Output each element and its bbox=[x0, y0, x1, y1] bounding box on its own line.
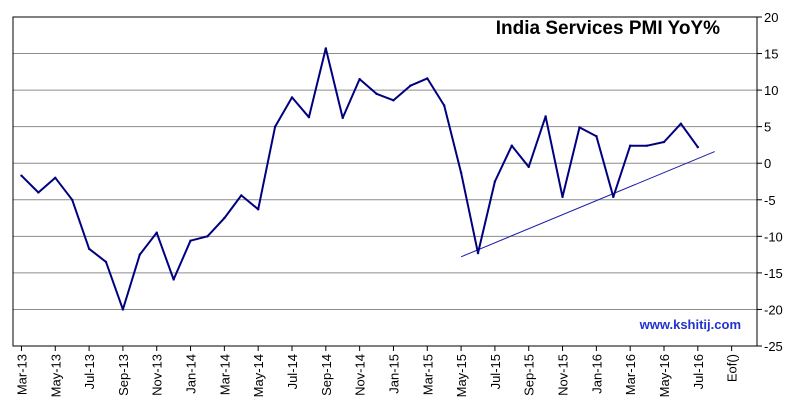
x-axis: Mar-13 May-13 Jul-13 Sep-13 Nov-13 Jan-14 Mar-… bbox=[14, 346, 740, 397]
y-tick-label: -15 bbox=[764, 266, 783, 281]
x-tick-label: Jul-14 bbox=[285, 354, 300, 389]
data-point bbox=[628, 144, 632, 147]
data-point bbox=[493, 180, 497, 183]
data-point bbox=[595, 134, 598, 138]
x-tick-label: Jan-16 bbox=[589, 354, 604, 394]
y-tick-label: 20 bbox=[764, 10, 778, 25]
data-point bbox=[155, 231, 158, 234]
data-point bbox=[341, 116, 344, 120]
data-point bbox=[696, 145, 700, 149]
data-point bbox=[324, 47, 328, 50]
data-point bbox=[578, 126, 581, 129]
data-point bbox=[70, 198, 74, 201]
x-tick-label: Mar-14 bbox=[217, 354, 232, 395]
y-tick-label: 5 bbox=[764, 120, 771, 135]
data-point bbox=[223, 216, 226, 220]
x-tick-label: Eof() bbox=[725, 354, 740, 382]
x-tick-label: Nov-13 bbox=[150, 354, 165, 396]
trendline bbox=[460, 151, 715, 258]
trendline-layer bbox=[460, 151, 715, 258]
x-tick-label: May-16 bbox=[657, 354, 672, 397]
x-tick-label: Nov-14 bbox=[353, 354, 368, 396]
data-point bbox=[662, 140, 666, 144]
data-point bbox=[426, 77, 429, 80]
series-layer bbox=[20, 47, 700, 311]
data-point bbox=[172, 278, 175, 281]
y-tick-label: -10 bbox=[764, 229, 783, 244]
data-point bbox=[476, 251, 480, 255]
y-tick-label: -5 bbox=[764, 193, 776, 208]
data-point bbox=[510, 144, 514, 147]
series-line bbox=[20, 47, 699, 311]
data-point bbox=[679, 122, 683, 125]
x-tick-label: May-15 bbox=[454, 354, 469, 397]
data-point bbox=[409, 84, 412, 87]
data-point bbox=[307, 115, 311, 119]
data-point bbox=[392, 99, 395, 102]
x-tick-label: Mar-15 bbox=[420, 354, 435, 395]
y-tick-label: -20 bbox=[764, 302, 783, 317]
data-point bbox=[20, 174, 23, 177]
data-point bbox=[273, 125, 277, 128]
x-tick-label: Jul-16 bbox=[691, 354, 706, 389]
data-point bbox=[240, 194, 243, 197]
x-tick-label: Mar-13 bbox=[14, 354, 29, 395]
data-point bbox=[544, 115, 547, 118]
y-tick-label: 10 bbox=[764, 83, 778, 98]
x-tick-label: May-13 bbox=[48, 354, 63, 397]
data-point bbox=[138, 253, 142, 256]
data-point bbox=[290, 96, 294, 99]
x-tick-label: Nov-15 bbox=[556, 354, 571, 396]
y-axis: 20 15 10 5 0 -5 -10 -15 -20 -25 bbox=[757, 10, 783, 354]
x-tick-label: May-14 bbox=[251, 354, 266, 397]
x-tick-label: Sep-15 bbox=[522, 354, 537, 396]
x-tick-label: Mar-16 bbox=[623, 354, 638, 395]
x-tick-label: Jan-15 bbox=[386, 354, 401, 394]
data-point bbox=[206, 235, 209, 238]
y-tick-label: -25 bbox=[764, 339, 783, 354]
x-tick-label: Sep-14 bbox=[319, 354, 334, 396]
data-point bbox=[358, 77, 361, 81]
x-tick-label: Jan-14 bbox=[184, 354, 199, 394]
y-tick-label: 0 bbox=[764, 156, 771, 171]
x-tick-label: Jul-15 bbox=[488, 354, 503, 389]
data-point bbox=[561, 195, 564, 199]
data-point bbox=[87, 247, 91, 250]
data-point bbox=[54, 176, 57, 180]
watermark-text: www.kshitij.com bbox=[639, 317, 741, 332]
chart-title: India Services PMI YoY% bbox=[496, 18, 720, 39]
data-point bbox=[256, 208, 260, 211]
data-point bbox=[442, 104, 446, 107]
data-point bbox=[612, 195, 615, 199]
data-point bbox=[121, 308, 125, 311]
data-point bbox=[527, 165, 530, 169]
data-point bbox=[104, 260, 108, 264]
plot-frame bbox=[12, 16, 758, 347]
x-tick-label: Sep-13 bbox=[116, 354, 131, 396]
data-point bbox=[645, 144, 649, 147]
data-point bbox=[37, 191, 40, 194]
gridlines bbox=[13, 16, 757, 347]
data-point bbox=[375, 92, 378, 95]
y-tick-label: 15 bbox=[764, 47, 778, 62]
data-point bbox=[459, 171, 463, 174]
x-tick-label: Jul-13 bbox=[82, 354, 97, 389]
data-point bbox=[189, 239, 192, 242]
